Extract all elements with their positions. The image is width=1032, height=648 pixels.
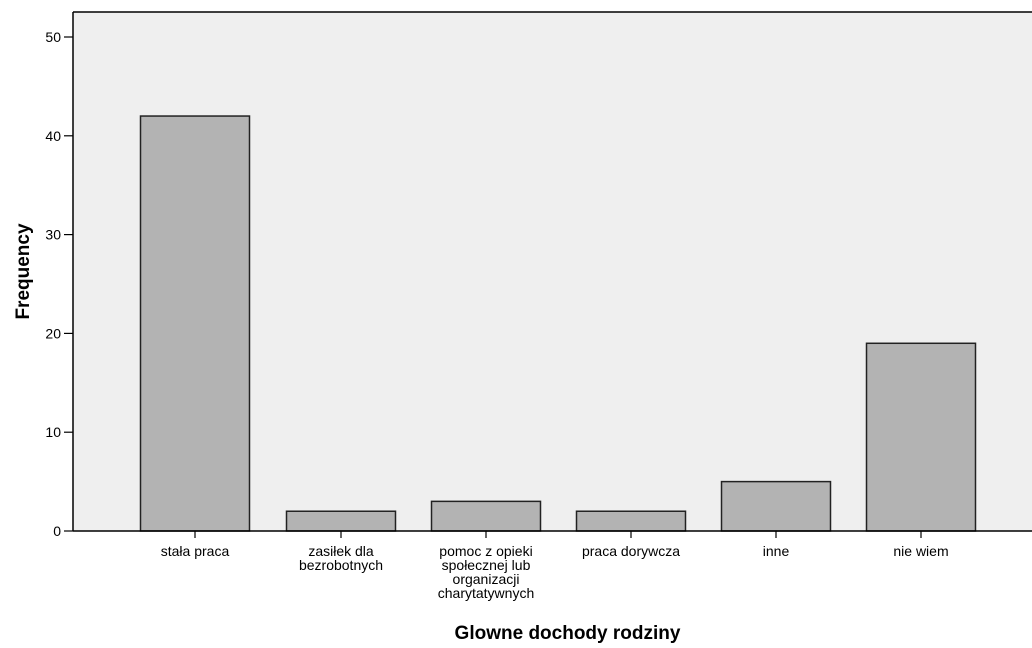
- x-tick-label: pomoc z opieki społecznej lub organizacji c…: [438, 543, 534, 601]
- y-axis-ticks: 0 10 20 30 40 50: [45, 29, 73, 539]
- bar: [720, 480, 832, 532]
- bar: [139, 115, 251, 532]
- y-tick-label: 50: [45, 29, 61, 45]
- y-tick-label: 20: [45, 325, 61, 341]
- x-tick-label: stała praca: [161, 543, 230, 559]
- x-tick-label: zasiłek dla bezrobotnych: [299, 543, 383, 573]
- y-tick-label: 0: [53, 523, 61, 539]
- bar: [430, 500, 542, 532]
- x-tick-label: praca dorywcza: [582, 543, 680, 559]
- axes: [72, 11, 1032, 532]
- bar: [285, 510, 397, 532]
- x-tick-label: inne: [763, 543, 790, 559]
- bars: [139, 115, 977, 532]
- bar: [575, 510, 687, 532]
- y-axis-title: Frequency: [13, 223, 34, 320]
- x-tick-label: nie wiem: [893, 543, 948, 559]
- y-tick-label: 10: [45, 424, 61, 440]
- y-tick-label: 30: [45, 227, 61, 243]
- y-tick-label: 40: [45, 128, 61, 144]
- x-axis-title: Glowne dochody rodziny: [455, 623, 681, 644]
- bar: [865, 342, 977, 532]
- x-axis-ticks: stała praca zasiłek dla bezrobotnych pomoc …: [161, 531, 949, 601]
